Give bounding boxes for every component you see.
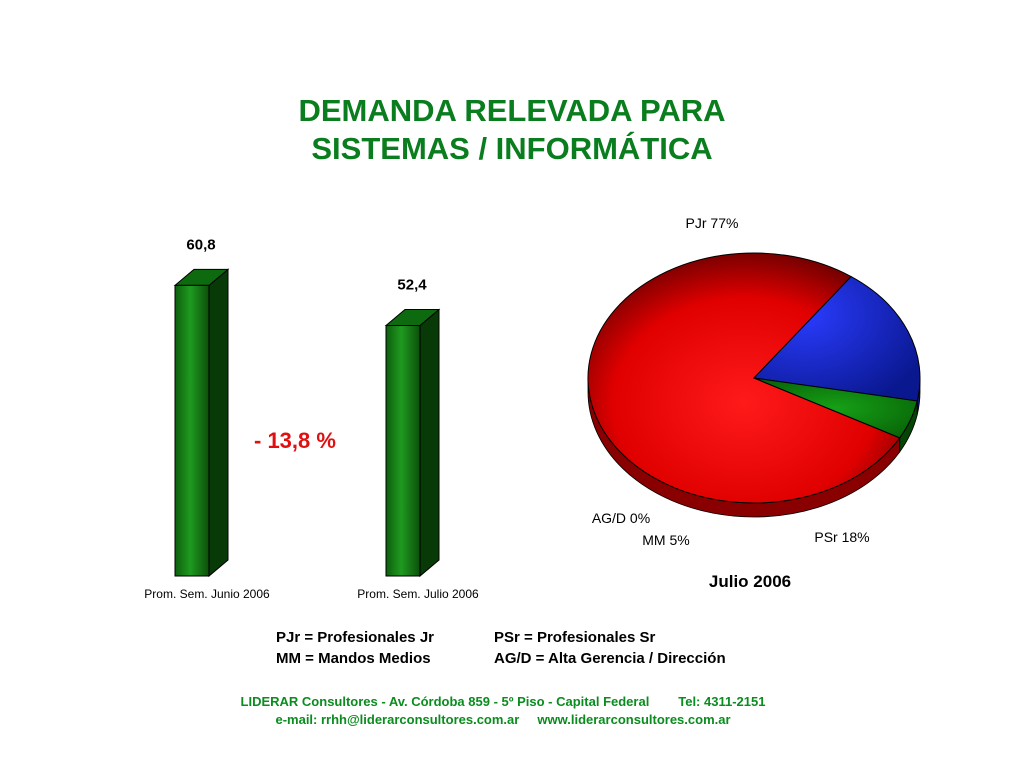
footer-line-2: e-mail: rrhh@liderarconsultores.com.ar w… [0,711,1006,729]
bar-category-label: Prom. Sem. Julio 2006 [357,587,479,601]
bar-category-label: Prom. Sem. Junio 2006 [144,587,270,601]
footer-line-1: LIDERAR Consultores - Av. Córdoba 859 - … [0,693,1006,711]
pie-label: PJr 77% [686,215,739,231]
bar-front [174,284,210,577]
pie-slice-psr [752,275,921,402]
bar-side [208,268,229,578]
bar-value-label: 60,8 [186,236,215,253]
bar-side [419,308,440,578]
bar-1: 60,8 Prom. Sem. Junio 2006 [144,236,270,601]
legend-row: PJr = Profesionales Jr PSr = Profesionale… [276,627,726,648]
title-line-2: SISTEMAS / INFORMÁTICA [311,131,713,166]
legend-row: MM = Mandos Medios AG/D = Alta Gerencia /… [276,648,726,669]
legend-pjr: PJr = Profesionales Jr [276,629,434,646]
footer-website: www.liderarconsultores.com.ar [537,712,731,727]
pie-label: MM 5% [642,532,689,548]
legend-mm: MM = Mandos Medios [276,650,431,667]
percent-change-label: - 13,8 % [254,428,336,453]
pie-label: AG/D 0% [592,510,650,526]
legend-agd: AG/D = Alta Gerencia / Dirección [494,650,726,667]
pie-label: PSr 18% [814,529,869,545]
footer-contact: LIDERAR Consultores - Av. Córdoba 859 - … [0,693,1006,729]
pie-slice-pjr [587,252,901,504]
legend-psr: PSr = Profesionales Sr [494,629,656,646]
bar-2: 52,4 Prom. Sem. Julio 2006 [357,277,479,601]
page-title: DEMANDA RELEVADA PARA SISTEMAS / INFORMÁ… [0,92,1024,168]
pie-caption: Julio 2006 [708,572,792,591]
footer-address: LIDERAR Consultores - Av. Córdoba 859 - … [240,694,650,709]
footer-phone: Tel: 4311-2151 [678,694,766,709]
pie-chart: PJr 77% PSr 18% MM 5% AG/D 0% [587,215,921,548]
footer-email: e-mail: rrhh@liderarconsultores.com.ar [275,712,520,727]
pie-slice-mm [753,377,918,439]
bar-value-label: 52,4 [397,277,427,294]
abbreviation-legend: PJr = Profesionales Jr PSr = Profesionale… [276,627,726,669]
title-line-1: DEMANDA RELEVADA PARA [298,93,726,128]
bar-chart: 60,8 Prom. Sem. Junio 2006 52,4 Prom. Sem. … [144,236,479,601]
bar-front [385,325,421,577]
